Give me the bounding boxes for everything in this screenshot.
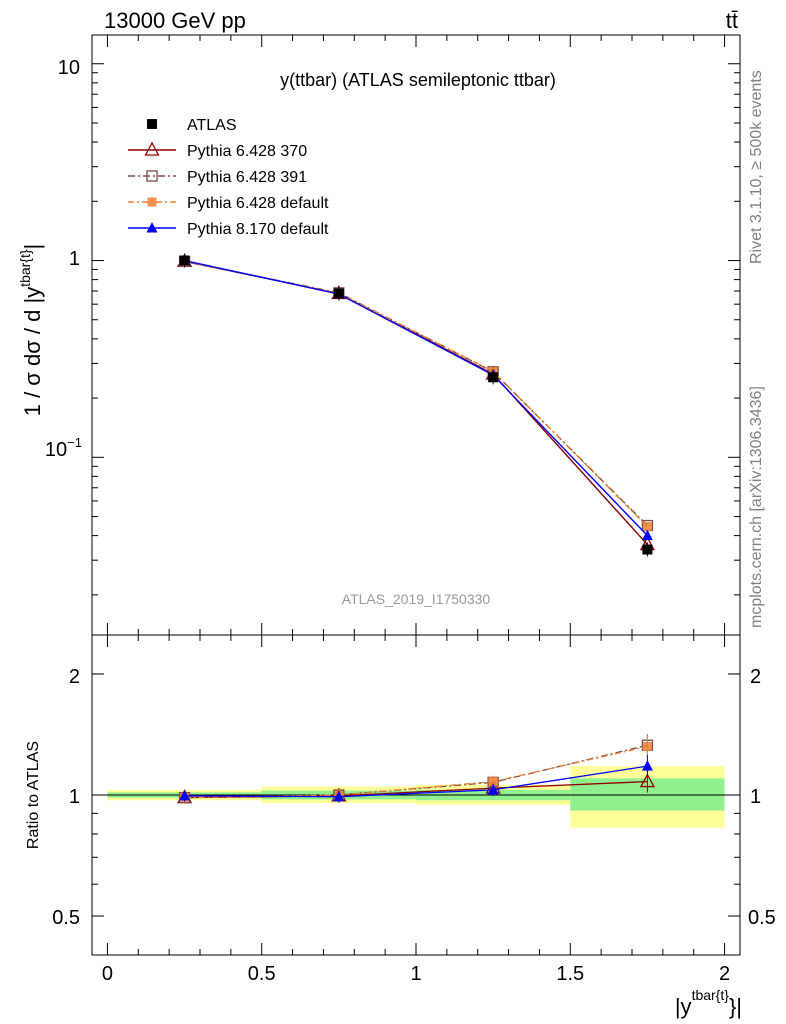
- x-tick-label: 1.5: [556, 963, 584, 985]
- x-tick-label: 1: [410, 963, 421, 985]
- main-ytick-label-0.1-base: 10: [45, 439, 67, 461]
- ratio-point-p6def: [642, 742, 652, 752]
- ratio-point-p8def: [487, 783, 499, 795]
- legend-marker-p6def: [147, 197, 157, 207]
- main-ylabel-base: 1 / σ dσ / d |y: [20, 287, 45, 416]
- legend-label-atlas: ATLAS: [187, 117, 237, 134]
- ratio-point-p8def: [179, 789, 191, 801]
- legend-marker-p391: [146, 170, 158, 182]
- main-ytick-label-10: 10: [58, 57, 80, 79]
- mcplots-label: mcplots.cern.ch [arXiv:1306.3436]: [748, 386, 765, 628]
- rivet-label: Rivet 3.1.10, ≥ 500k events: [748, 70, 765, 264]
- main-ytick-label-0.1-exp: −1: [67, 435, 82, 450]
- legend-marker-p8def: [146, 222, 158, 233]
- x-axis-label-close: }|: [729, 994, 742, 1019]
- data-point-atlas: [179, 255, 190, 266]
- main-ylabel: 1 / σ dσ / d |ytbar{t}|: [17, 244, 45, 417]
- legend: ATLAS Pythia 6.428 370 Pythia 6.428 391 Pyt…: [128, 117, 329, 238]
- ratio-point-p370: [639, 773, 656, 788]
- ratio-ytick-label-2-right: 2: [750, 666, 761, 688]
- x-tick-label: 0: [102, 963, 113, 985]
- ratio-point-p8def: [641, 760, 653, 771]
- legend-label-p6def: Pythia 6.428 default: [187, 195, 329, 212]
- ratio-point-p6def: [488, 777, 498, 787]
- series-line-p8def: [184, 259, 648, 537]
- ratio-ytick-label-1-right: 1: [750, 786, 761, 808]
- x-tick-label: 0.5: [248, 963, 276, 985]
- series-line-p6def: [184, 260, 648, 527]
- data-point-atlas: [333, 288, 344, 299]
- x-axis-label-base: |y: [675, 994, 692, 1019]
- main-ytick-label-0.1: 10−1: [45, 435, 82, 461]
- legend-marker-p370: [144, 141, 160, 156]
- ratio-ytick-label-2-left: 2: [69, 666, 80, 688]
- legend-label-p370: Pythia 6.428 370: [187, 143, 307, 160]
- legend-marker-atlas: [147, 119, 157, 129]
- series-line-p391: [184, 260, 648, 527]
- data-point-p6def: [642, 521, 652, 531]
- legend-label-p391: Pythia 6.428 391: [187, 169, 307, 186]
- main-panel: [92, 35, 740, 635]
- chart-title: y(ttbar) (ATLAS semileptonic ttbar): [280, 70, 556, 90]
- ratio-line-p8def: [184, 765, 648, 798]
- x-axis-label-sup: tbar{t}: [692, 987, 730, 1003]
- ratio-ylabel: Ratio to ATLAS: [25, 741, 42, 849]
- x-tick-labels: 0 0.5 1 1.5 2: [102, 963, 730, 985]
- ratio-line-p6def: [184, 745, 648, 799]
- main-ylabel-sup: tbar{t}: [17, 249, 33, 287]
- ratio-ytick-label-05-left: 0.5: [52, 907, 80, 929]
- legend-label-p8def: Pythia 8.170 default: [187, 221, 329, 238]
- series-line-p370: [184, 260, 648, 546]
- watermark: ATLAS_2019_I1750330: [342, 591, 491, 607]
- x-tick-label: 2: [719, 963, 730, 985]
- ratio-ytick-label-1-left: 1: [69, 786, 80, 808]
- ratio-point-p8def: [333, 790, 345, 802]
- main-ytick-label-1: 1: [69, 248, 80, 270]
- main-ylabel-close: |: [20, 244, 45, 250]
- data-point-p8def: [641, 529, 653, 541]
- header-right: tt̄: [726, 8, 738, 33]
- ratio-ytick-label-05-right: 0.5: [748, 907, 776, 929]
- header-left: 13000 GeV pp: [104, 8, 246, 33]
- ratio-frame: [91, 634, 741, 956]
- data-point-atlas: [642, 544, 653, 555]
- x-axis-label: |ytbar{t}}|: [675, 987, 742, 1019]
- ratio-panel: [92, 635, 740, 956]
- data-point-atlas: [488, 372, 499, 383]
